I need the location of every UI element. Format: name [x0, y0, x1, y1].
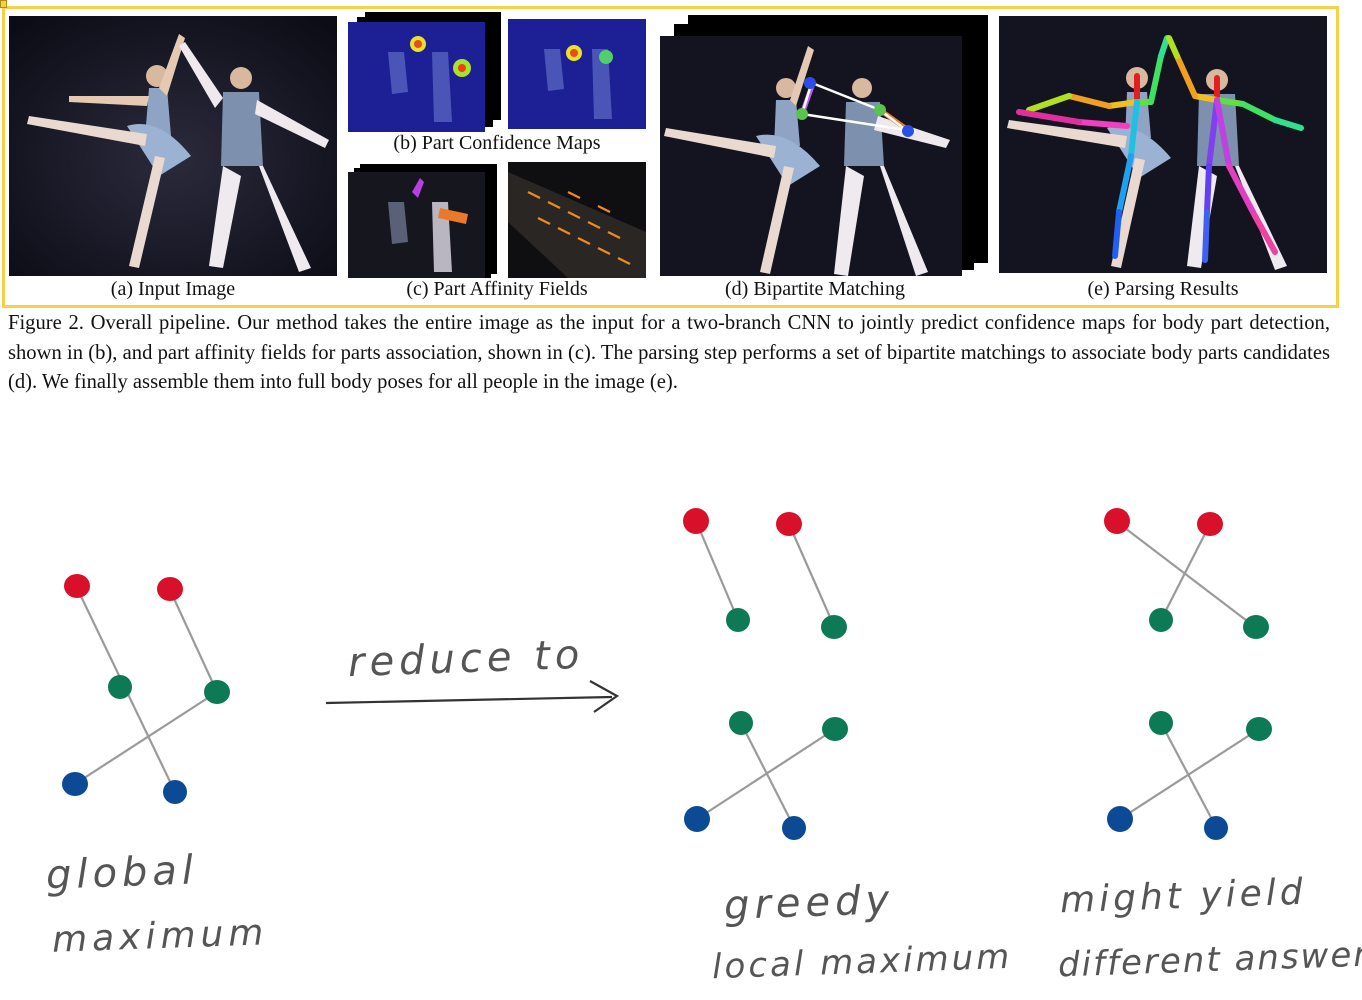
panel-label-parsing-results: (e) Parsing Results	[1087, 278, 1239, 300]
confidence-map-1	[348, 22, 485, 132]
graph-edge	[694, 520, 740, 621]
confidence-map-2	[508, 19, 646, 129]
green-node	[1149, 608, 1173, 632]
green-node	[821, 615, 847, 639]
green-node	[726, 608, 750, 632]
red-node	[1197, 512, 1223, 536]
red-node	[157, 577, 183, 601]
parsing-results-panel	[999, 16, 1327, 273]
green-node	[1246, 717, 1272, 741]
blue-node	[684, 806, 710, 832]
affinity-field-panel-2	[508, 162, 646, 278]
green-node	[204, 680, 230, 704]
blue-node	[62, 772, 88, 796]
bipartite-matching-image	[660, 36, 962, 276]
graph-edge	[74, 691, 218, 785]
global-maximum-label-line1: global	[45, 847, 199, 899]
greedy-label-line1: greedy	[723, 877, 895, 929]
parsing-results-image	[999, 16, 1327, 273]
panel-label-bipartite-matching: (d) Bipartite Matching	[725, 278, 905, 300]
global-maximum-graph	[62, 574, 230, 804]
reduce-arrow	[325, 695, 613, 705]
figure-caption: Figure 2. Overall pipeline. Our method t…	[8, 312, 1330, 393]
graph-edge	[1119, 728, 1260, 820]
blue-node	[1107, 806, 1133, 832]
input-image-panel	[9, 16, 337, 276]
affinity-field-panel-1	[348, 172, 485, 278]
graph-edge	[1160, 523, 1211, 621]
green-node	[1243, 615, 1269, 639]
bipartite-matching-panel	[660, 36, 962, 276]
graph-edge	[787, 523, 836, 627]
panel-label-confidence-maps: (b) Part Confidence Maps	[393, 132, 601, 154]
reduce-arrow-head	[589, 680, 620, 713]
red-node	[776, 512, 802, 536]
ballet-dancers-image	[9, 16, 337, 276]
affinity-field-zoom	[508, 162, 646, 278]
alternative-bottom-graph	[1107, 711, 1272, 840]
reduce-to-label: reduce to	[347, 631, 586, 687]
graph-edge	[169, 589, 218, 693]
green-node	[1149, 711, 1173, 735]
graph-edge	[696, 728, 836, 820]
green-node	[822, 717, 848, 741]
blue-node	[782, 816, 806, 840]
greedy-bottom-graph	[684, 711, 848, 840]
red-node	[1104, 508, 1130, 534]
blue-node	[1204, 816, 1228, 840]
corner-marker	[0, 0, 7, 8]
confidence-map-panel-1	[348, 22, 485, 132]
greedy-top-graph	[683, 508, 847, 639]
green-node	[729, 711, 753, 735]
red-node	[683, 508, 709, 534]
graph-edge	[740, 722, 795, 828]
global-maximum-label-line2: maximum	[51, 912, 270, 961]
alternative-top-graph	[1104, 508, 1269, 639]
red-node	[64, 574, 90, 598]
blue-node	[163, 780, 187, 804]
different-answer-label-line1: might yield	[1059, 871, 1308, 922]
graph-edge	[1116, 521, 1256, 628]
panel-label-affinity-fields: (c) Part Affinity Fields	[406, 278, 588, 300]
figure-highlight-frame	[2, 6, 1339, 308]
confidence-map-panel-2	[508, 19, 646, 129]
green-node	[108, 675, 132, 699]
panel-label-input-image: (a) Input Image	[110, 278, 236, 300]
affinity-field-1	[348, 172, 485, 278]
